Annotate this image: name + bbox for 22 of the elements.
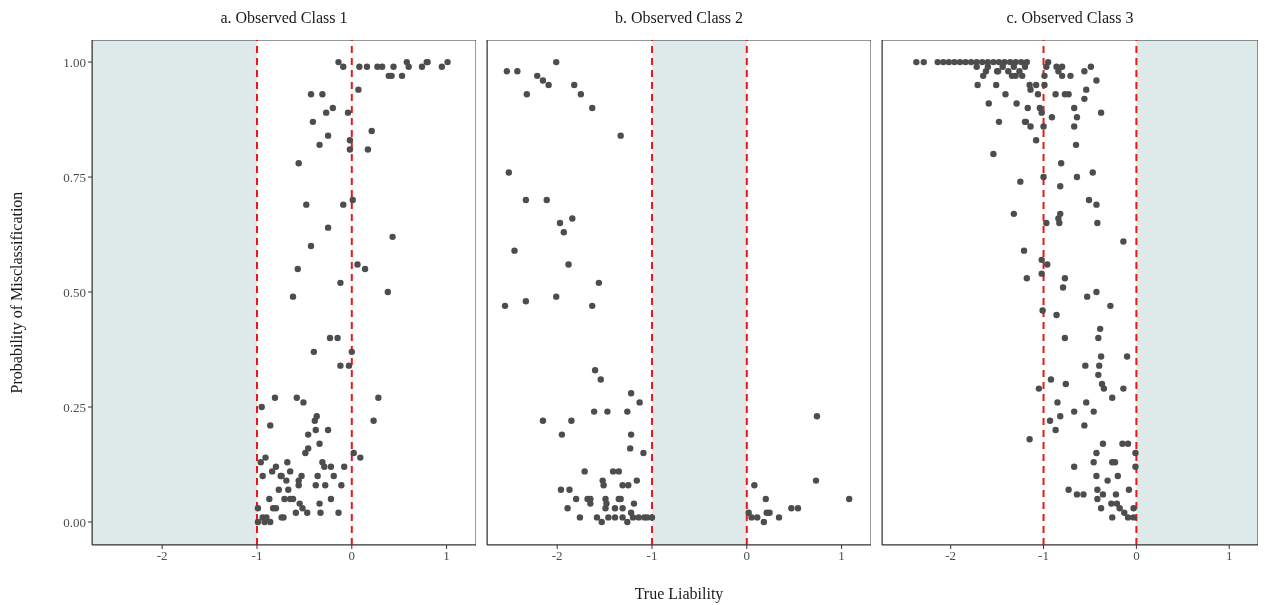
x-tick-label: -2 [945, 548, 957, 564]
x-tick-label: 1 [838, 548, 845, 564]
x-tick-label: 0 [743, 548, 751, 564]
x-tick-label: -1 [1038, 548, 1049, 564]
x-tick-label: -1 [646, 548, 658, 564]
x-tick-label: -1 [251, 548, 263, 564]
x-tick-label: 1 [1225, 548, 1233, 564]
x-tick-label: -2 [551, 548, 563, 564]
chart-title: b. Observed Class 2 [614, 8, 744, 28]
y-tick-label: 0.00 [63, 514, 86, 530]
y-tick-label: 0.25 [63, 399, 86, 415]
y-tick-label: 1.00 [63, 54, 86, 70]
y-tick-label: 0.50 [63, 284, 86, 300]
chart-title: c. Observed Class 3 [1005, 8, 1135, 28]
x-axis-title: True Liability [633, 584, 725, 604]
x-tick-label: 0 [1133, 548, 1140, 564]
x-tick-label: -2 [156, 548, 168, 564]
y-tick-label: 0.75 [63, 169, 86, 185]
x-tick-label: 1 [443, 548, 450, 564]
chart-title: a. Observed Class 1 [219, 8, 349, 28]
y-axis-title: Probability of Misclassification [7, 191, 26, 394]
x-tick-label: 0 [348, 548, 356, 564]
